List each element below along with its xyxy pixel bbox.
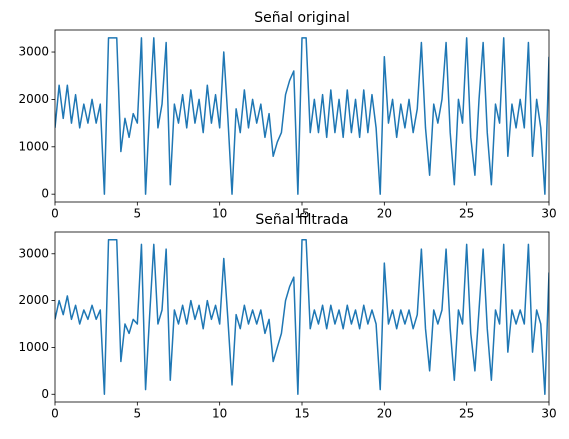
x-tick-label: 30 xyxy=(541,207,556,221)
y-tick-label: 2000 xyxy=(18,92,49,106)
y-tick-label: 3000 xyxy=(18,246,49,260)
signal-line xyxy=(55,37,549,195)
chart-title: Señal original xyxy=(254,10,350,26)
x-tick-label: 30 xyxy=(541,407,556,421)
x-tick-label: 5 xyxy=(134,207,142,221)
signal-line xyxy=(55,238,549,396)
y-tick-label: 1000 xyxy=(18,340,49,354)
chart-title: Señal filtrada xyxy=(255,212,348,228)
x-tick-label: 0 xyxy=(51,207,59,221)
x-tick-label: 10 xyxy=(212,207,227,221)
x-tick-label: 25 xyxy=(459,207,474,221)
x-tick-label: 20 xyxy=(377,407,392,421)
y-tick-label: 1000 xyxy=(18,139,49,153)
x-tick-label: 5 xyxy=(134,407,142,421)
x-tick-label: 0 xyxy=(51,407,59,421)
y-tick-label: 0 xyxy=(41,187,49,201)
x-tick-label: 10 xyxy=(212,407,227,421)
x-tick-label: 15 xyxy=(294,407,309,421)
x-tick-label: 15 xyxy=(294,207,309,221)
y-tick-label: 0 xyxy=(41,387,49,401)
x-tick-label: 25 xyxy=(459,407,474,421)
y-tick-label: 3000 xyxy=(18,45,49,59)
y-tick-label: 2000 xyxy=(18,293,49,307)
x-tick-label: 20 xyxy=(377,207,392,221)
